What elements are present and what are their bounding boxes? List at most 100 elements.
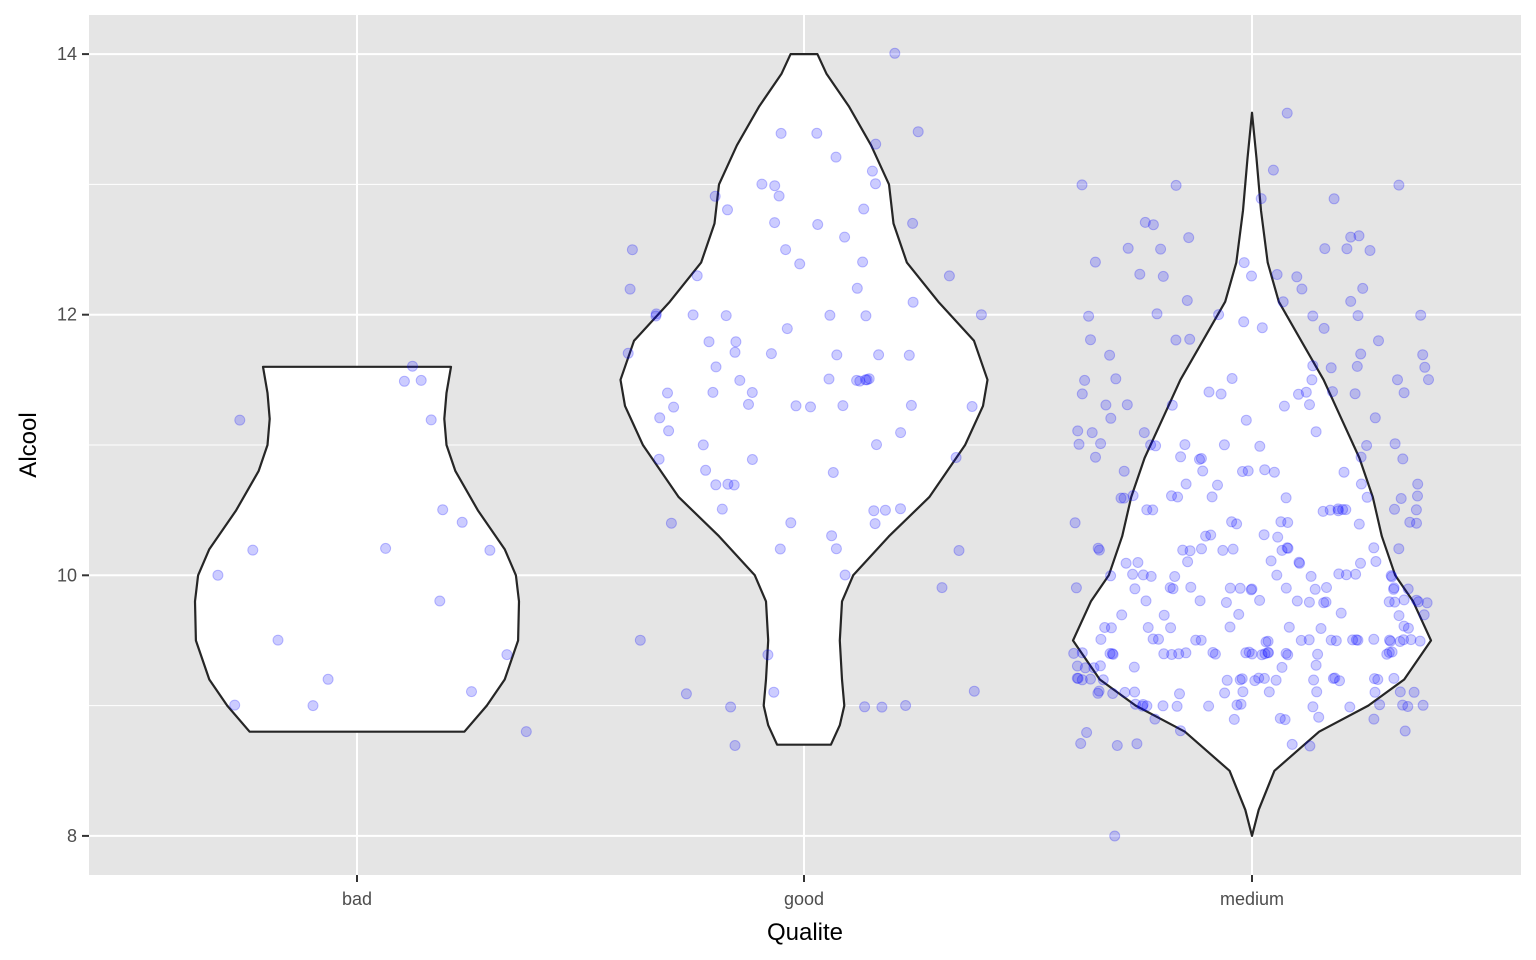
data-point-medium — [1155, 243, 1167, 255]
data-point-good — [863, 373, 875, 385]
data-point-medium — [1423, 374, 1434, 386]
data-point-good — [780, 244, 792, 256]
data-point-medium — [1137, 699, 1149, 710]
data-point-good — [665, 517, 677, 529]
data-point-medium — [1280, 647, 1292, 659]
data-point-medium — [1083, 310, 1095, 322]
data-point-medium — [1069, 517, 1081, 529]
data-point-medium — [1364, 245, 1376, 256]
data-point-good — [854, 375, 866, 387]
data-point-medium — [1184, 545, 1196, 557]
data-point-medium — [1392, 374, 1403, 386]
data-point-medium — [1282, 542, 1294, 554]
data-point-good — [781, 323, 793, 335]
data-point-good — [746, 387, 758, 398]
data-point-medium — [1173, 648, 1185, 660]
data-point-medium — [1150, 440, 1162, 452]
data-point-medium — [1129, 583, 1141, 595]
data-point-medium — [1095, 438, 1107, 450]
data-point-medium — [1355, 451, 1367, 463]
data-point-medium — [1325, 362, 1337, 374]
data-point-medium — [1227, 543, 1239, 555]
data-point-medium — [1185, 581, 1197, 593]
data-point-good — [775, 127, 787, 139]
data-point-bad — [437, 504, 449, 516]
data-point-good — [900, 700, 912, 711]
data-point-bad — [484, 544, 496, 556]
data-point-medium — [1203, 386, 1215, 398]
data-point-medium — [1270, 674, 1282, 686]
data-point-medium — [1086, 427, 1098, 439]
data-point-medium — [1278, 400, 1290, 412]
data-point-medium — [1337, 504, 1349, 515]
data-point-medium — [1350, 568, 1362, 580]
data-point-medium — [1194, 453, 1205, 465]
data-point-medium — [1393, 543, 1405, 555]
data-point-medium — [1175, 725, 1186, 737]
data-point-medium — [1110, 373, 1122, 385]
data-point-medium — [1068, 647, 1080, 659]
data-point-medium — [1352, 310, 1364, 322]
data-point-good — [839, 231, 851, 243]
data-point-medium — [1324, 504, 1336, 516]
data-point-medium — [1414, 635, 1426, 647]
data-point-medium — [1353, 230, 1365, 242]
data-point-medium — [1368, 633, 1380, 645]
data-point-medium — [1145, 570, 1157, 582]
x-tick-label-medium: medium — [1220, 889, 1284, 909]
data-point-good — [869, 518, 881, 530]
data-point-good — [668, 401, 680, 413]
data-point-medium — [1184, 333, 1196, 345]
data-point-good — [837, 400, 849, 412]
data-point-good — [905, 399, 917, 411]
data-point-medium — [1263, 647, 1274, 659]
data-point-medium — [1180, 647, 1192, 659]
data-point-good — [831, 349, 843, 361]
data-point-good — [662, 387, 673, 399]
data-point-medium — [1394, 636, 1406, 647]
data-point-medium — [1089, 256, 1101, 268]
data-point-good — [624, 283, 636, 295]
data-point-good — [691, 270, 703, 282]
data-point-medium — [1070, 582, 1082, 594]
data-point-bad — [322, 673, 334, 685]
data-point-medium — [1109, 830, 1121, 842]
data-point-medium — [1221, 674, 1233, 686]
data-point-medium — [1389, 438, 1401, 450]
data-point-medium — [1275, 516, 1287, 528]
data-point-medium — [1197, 465, 1209, 477]
data-point-medium — [1093, 544, 1105, 556]
data-point-good — [870, 178, 881, 190]
data-point-good — [966, 401, 978, 412]
data-point-medium — [1306, 374, 1318, 386]
data-point-medium — [1224, 582, 1236, 594]
data-point-good — [768, 686, 780, 698]
data-point-medium — [1389, 596, 1401, 608]
data-point-medium — [1128, 661, 1140, 673]
data-point-good — [765, 348, 777, 360]
data-point-medium — [1076, 388, 1088, 400]
data-point-medium — [1417, 349, 1429, 361]
data-point-medium — [1099, 622, 1111, 633]
data-point-good — [722, 478, 734, 490]
data-point-good — [870, 138, 882, 150]
data-point-good — [729, 346, 741, 358]
data-point-medium — [1215, 388, 1227, 400]
data-point-medium — [1318, 322, 1330, 334]
data-point-medium — [1318, 597, 1330, 609]
data-point-medium — [1145, 439, 1157, 451]
data-point-medium — [1334, 675, 1345, 687]
data-point-medium — [1196, 543, 1207, 555]
data-point-medium — [1107, 688, 1119, 699]
data-point-medium — [1238, 257, 1250, 269]
data-point-good — [626, 244, 638, 256]
data-point-good — [895, 503, 906, 515]
data-point-good — [879, 504, 891, 516]
data-point-good — [746, 454, 758, 465]
data-point-medium — [1119, 686, 1131, 698]
data-point-good — [858, 203, 870, 215]
data-point-medium — [1157, 700, 1169, 712]
data-point-medium — [1195, 453, 1207, 464]
data-point-medium — [1088, 662, 1100, 674]
data-point-medium — [1271, 569, 1283, 581]
